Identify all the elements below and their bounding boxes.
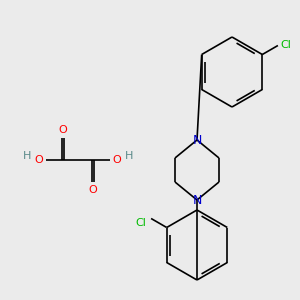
Text: O: O xyxy=(112,155,122,165)
Text: Cl: Cl xyxy=(280,40,291,50)
Text: O: O xyxy=(88,185,98,195)
Text: H: H xyxy=(125,151,133,161)
Text: O: O xyxy=(58,125,68,135)
Text: N: N xyxy=(192,134,202,146)
Text: Cl: Cl xyxy=(136,218,146,227)
Text: N: N xyxy=(192,194,202,206)
Text: O: O xyxy=(34,155,43,165)
Text: H: H xyxy=(23,151,31,161)
